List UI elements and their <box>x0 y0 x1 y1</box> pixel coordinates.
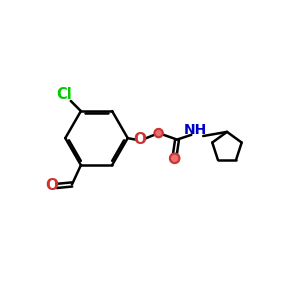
Text: Cl: Cl <box>56 87 72 102</box>
Circle shape <box>170 154 179 163</box>
Text: NH: NH <box>184 123 207 137</box>
Text: O: O <box>134 132 147 147</box>
Circle shape <box>154 129 163 137</box>
Text: O: O <box>45 178 58 194</box>
